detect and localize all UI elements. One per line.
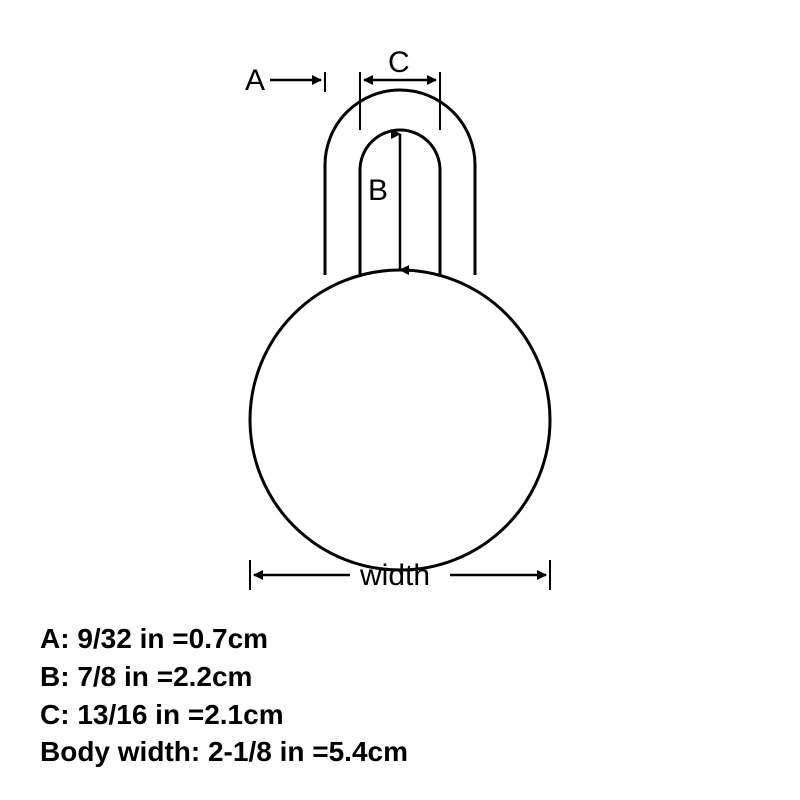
spec-a-label: A: [40,623,70,654]
spec-row-c: C: 13/16 in =2.1cm [40,696,408,734]
spec-width-imperial: 2-1/8 in [208,736,304,767]
spec-b-imperial: 7/8 in [77,661,149,692]
spec-c-metric: 2.1cm [204,699,283,730]
spec-width-label: Body width: [40,736,200,767]
padlock-body [250,270,550,570]
spec-row-a: A: 9/32 in =0.7cm [40,620,408,658]
spec-c-eq: = [188,699,204,730]
dim-label-a: A [245,64,265,97]
specifications-list: A: 9/32 in =0.7cm B: 7/8 in =2.2cm C: 13… [40,620,408,771]
dim-label-c: C [388,46,410,79]
dim-label-width: width [359,559,430,592]
spec-a-metric: 0.7cm [189,623,268,654]
spec-b-eq: = [157,661,173,692]
spec-row-b: B: 7/8 in =2.2cm [40,658,408,696]
spec-a-eq: = [172,623,188,654]
padlock-dimension-diagram: A C B width A: 9/32 in =0.7cm B: 7/8 in … [0,0,800,800]
spec-c-imperial: 13/16 in [77,699,180,730]
spec-b-label: B: [40,661,70,692]
spec-width-eq: = [312,736,328,767]
spec-c-label: C: [40,699,70,730]
spec-row-width: Body width: 2-1/8 in =5.4cm [40,733,408,771]
spec-b-metric: 2.2cm [173,661,252,692]
spec-width-metric: 5.4cm [329,736,408,767]
dim-label-b: B [368,174,388,207]
spec-a-imperial: 9/32 in [77,623,164,654]
